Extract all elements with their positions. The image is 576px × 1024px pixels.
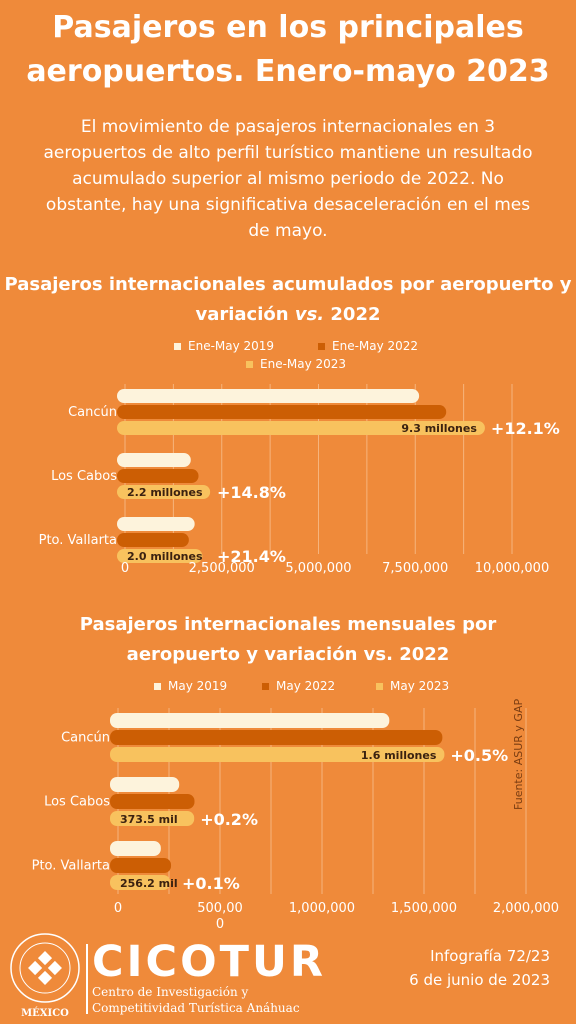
tick-label: 2,000,000 — [493, 901, 559, 916]
category-label: Pto. Vallarta — [32, 859, 110, 874]
tick-label: 500,00 0 — [197, 901, 243, 932]
bar — [117, 389, 420, 403]
bar — [110, 811, 195, 826]
infographic-number-date: Infografía 72/23 6 de junio de 2023 — [409, 947, 550, 989]
bar — [117, 453, 191, 467]
variation-label: +0.1% — [182, 874, 240, 893]
tick-label: 1,500,000 — [391, 901, 457, 916]
bar — [110, 713, 390, 728]
legend-swatch — [262, 683, 269, 690]
bar — [110, 730, 443, 745]
tick-label: 7,500,000 — [382, 561, 448, 576]
category-label: Cancún — [61, 731, 110, 746]
bar — [110, 841, 161, 856]
variation-label: +0.2% — [200, 810, 258, 829]
data-label: 2.0 millones — [127, 550, 203, 563]
category-label: Pto. Vallarta — [39, 533, 117, 548]
source-note: Fuente: ASUR y GAP — [512, 698, 525, 810]
chart1-accumulated: Ene-May 2019 Ene-May 2022 Ene-May 2023 Canc… — [39, 339, 560, 576]
category-label: Cancún — [68, 405, 117, 420]
legend-label: May 2023 — [390, 679, 449, 693]
data-label: 9.3 millones — [401, 422, 477, 435]
chart2-monthly: May 2019 May 2022 May 2023 Cancún 1.6 millon… — [32, 679, 559, 932]
svg-text:MÉXICO: MÉXICO — [21, 1007, 69, 1019]
legend-swatch — [318, 343, 325, 350]
tick-label: 10,000,000 — [475, 561, 549, 576]
variation-label: +12.1% — [491, 419, 560, 438]
bar — [117, 421, 485, 435]
legend-label: May 2019 — [168, 679, 227, 693]
category-label: Los Cabos — [51, 469, 117, 484]
legend-label: Ene-May 2019 — [188, 339, 274, 353]
legend-label: Ene-May 2023 — [260, 357, 346, 371]
bar — [117, 485, 211, 499]
legend-swatch — [154, 683, 161, 690]
tick-label: 1,000,000 — [289, 901, 355, 916]
legend-swatch — [174, 343, 181, 350]
data-label: 1.6 millones — [361, 749, 437, 762]
page-title: Pasajeros en los principales aeropuertos… — [26, 10, 550, 89]
university-logo-icon: MÉXICO — [10, 933, 80, 1019]
lead-paragraph: El movimiento de pasajeros internacional… — [43, 117, 533, 241]
variation-label: +0.5% — [450, 746, 508, 765]
variation-label: +21.4% — [217, 547, 286, 566]
data-label: 256.2 mil — [120, 877, 178, 890]
cicotur-subtitle: Centro de Investigación y Competitividad… — [92, 985, 300, 1015]
bar — [117, 469, 199, 483]
bar — [117, 517, 195, 531]
legend-label: May 2022 — [276, 679, 335, 693]
bar — [117, 405, 447, 419]
tick-label: 5,000,000 — [285, 561, 351, 576]
data-label: 373.5 mil — [120, 813, 178, 826]
legend-label: Ene-May 2022 — [332, 339, 418, 353]
chart2-title: Pasajeros internacionales mensuales por … — [79, 614, 497, 665]
bar — [110, 794, 195, 809]
category-label: Los Cabos — [44, 795, 110, 810]
chart1-title: Pasajeros internacionales acumulados por… — [4, 274, 572, 325]
bar — [110, 777, 180, 792]
logo-divider — [86, 944, 88, 1014]
tick-label: 0 — [114, 901, 122, 916]
tick-label: 0 — [121, 561, 129, 576]
tick-label: 2,500,000 — [189, 561, 255, 576]
data-label: 2.2 millones — [127, 486, 203, 499]
legend-swatch — [246, 361, 253, 368]
bar — [110, 875, 171, 890]
bar — [117, 533, 189, 547]
bar — [110, 747, 445, 762]
variation-label: +14.8% — [217, 483, 286, 502]
bar — [110, 858, 172, 873]
cicotur-brand: CICOTUR — [92, 937, 327, 987]
bar — [117, 549, 203, 563]
legend-swatch — [376, 683, 383, 690]
